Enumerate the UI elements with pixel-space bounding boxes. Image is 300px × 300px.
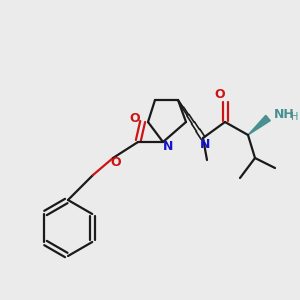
- Text: O: O: [215, 88, 225, 101]
- Text: O: O: [130, 112, 140, 124]
- Text: NH: NH: [274, 107, 294, 121]
- Text: N: N: [200, 139, 210, 152]
- Text: H: H: [291, 112, 299, 122]
- Polygon shape: [248, 115, 270, 135]
- Text: N: N: [163, 140, 173, 154]
- Text: O: O: [111, 157, 121, 169]
